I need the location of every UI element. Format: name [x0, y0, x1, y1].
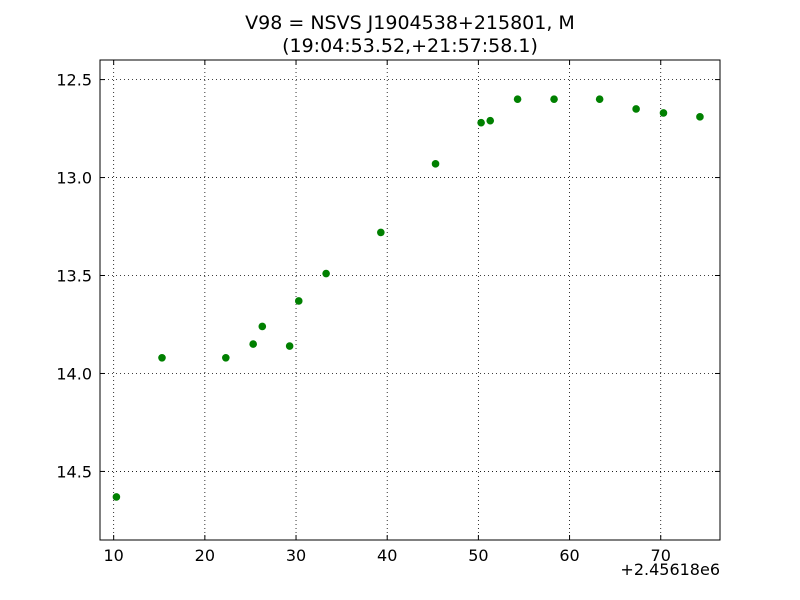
data-point: [322, 269, 330, 278]
data-point: [696, 113, 704, 121]
x-tick-label: 30: [286, 546, 306, 565]
y-tick-label: 13.5: [56, 267, 92, 286]
x-axis-offset-label: +2.45618e6: [620, 560, 720, 579]
data-point: [377, 228, 385, 237]
axis-ticks: 10 20 30 40 50 60 70 12.5 13.0 13.5 14.0 14.5: [56, 60, 720, 565]
data-point: [477, 118, 485, 127]
data-point: [513, 95, 522, 103]
chart-title-line2: (19:04:53.52,+21:57:58.1): [282, 35, 538, 57]
data-point: [258, 322, 267, 331]
chart-title-line1: V98 = NSVS J1904538+215801, M: [245, 12, 575, 34]
x-tick-label: 60: [559, 546, 579, 565]
x-tick-label: 50: [468, 546, 488, 565]
data-point: [249, 340, 257, 348]
data-point: [659, 109, 668, 117]
y-tick-label: 12.5: [56, 71, 92, 90]
data-point: [632, 105, 640, 113]
y-tick-label: 14.0: [56, 364, 92, 383]
data-point: [158, 353, 166, 362]
x-tick-label: 10: [103, 546, 123, 565]
data-point: [222, 353, 230, 362]
data-point: [294, 297, 303, 305]
data-point: [285, 342, 294, 350]
y-tick-label: 13.0: [56, 169, 92, 188]
grid-lines: [100, 60, 720, 540]
y-tick-label: 14.5: [56, 462, 92, 481]
data-point: [595, 95, 604, 103]
data-points: [112, 95, 704, 501]
plot-area-frame: [99, 59, 721, 541]
x-tick-label: 20: [195, 546, 215, 565]
data-point: [112, 493, 121, 501]
data-point: [486, 116, 495, 125]
data-point: [431, 160, 440, 168]
data-point: [550, 95, 558, 103]
x-tick-label: 70: [651, 546, 671, 565]
x-tick-label: 40: [377, 546, 397, 565]
